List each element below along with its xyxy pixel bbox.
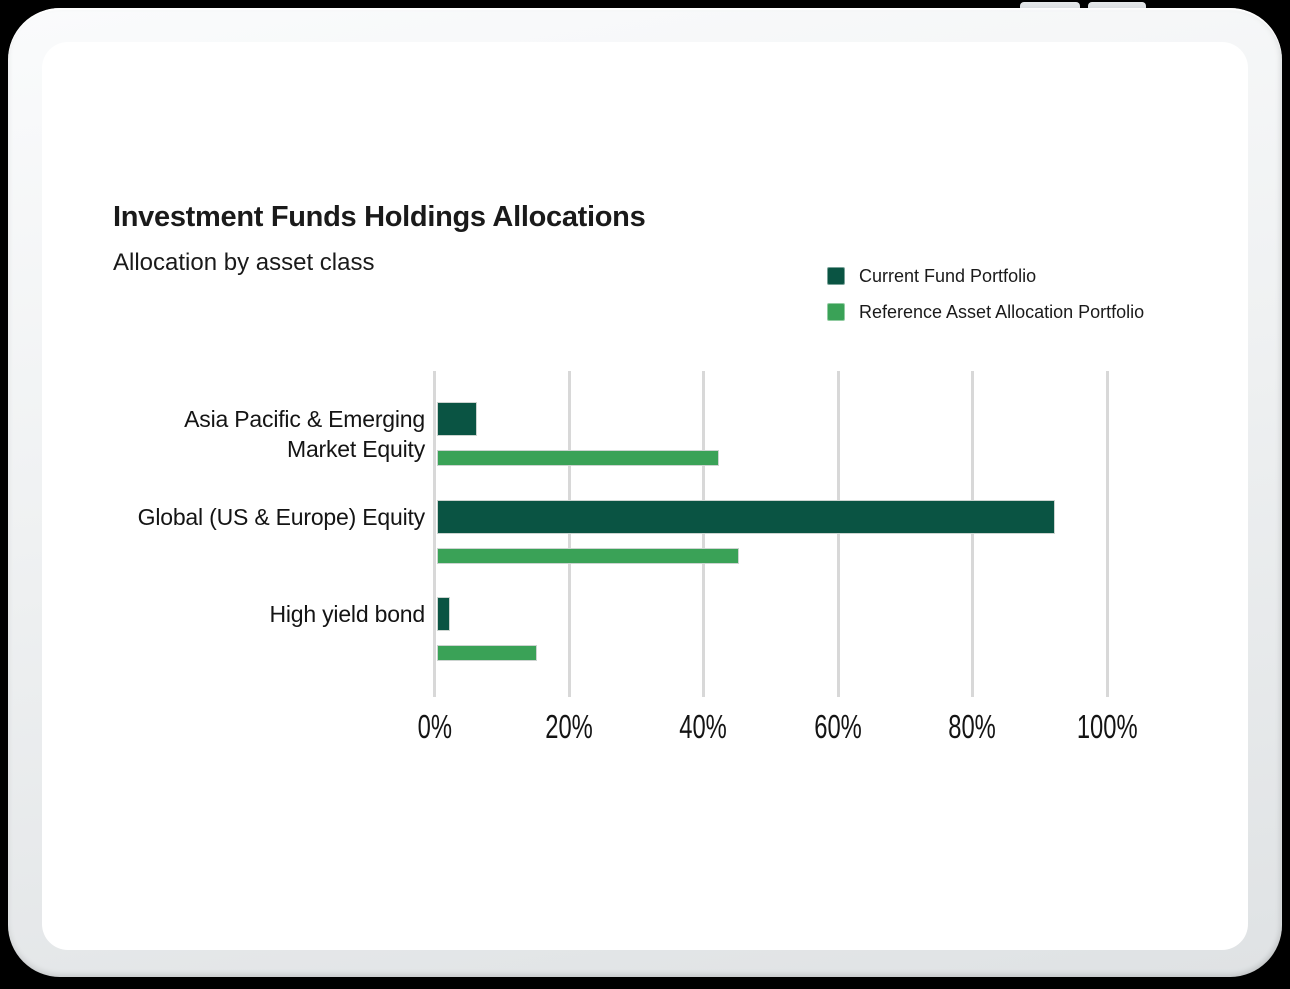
bar-reference-asset-allocation <box>436 548 740 564</box>
gridline <box>567 371 571 697</box>
chart-title: Investment Funds Holdings Allocations <box>113 201 646 233</box>
bar-chart-plot-area: 0% 20% 40% 60% 80% 100% Asia Pacific & Emergin… <box>42 42 1248 950</box>
tablet-screen: Investment Funds Holdings Allocations Al… <box>42 42 1248 950</box>
bar-current-fund-portfolio <box>436 402 477 436</box>
bar-reference-asset-allocation <box>436 450 719 466</box>
legend-label: Current Fund Portfolio <box>859 265 1037 286</box>
category-label: Global (US & Europe) Equity <box>65 502 426 532</box>
x-axis-tick-label: 0% <box>417 708 452 745</box>
gridline <box>971 371 974 697</box>
x-axis-tick-label: 40% <box>679 708 728 745</box>
category-label-line: Asia Pacific & Emerging <box>184 406 425 432</box>
x-axis-tick-label: 20% <box>545 708 593 745</box>
bar-reference-asset-allocation <box>436 645 538 661</box>
x-axis-tick-label: 80% <box>948 708 997 745</box>
legend-swatch-current-fund <box>827 267 845 285</box>
legend-item-current-fund: Current Fund Portfolio <box>827 264 1036 288</box>
legend-item-reference-allocation: Reference Asset Allocation Portfolio <box>827 300 1144 324</box>
category-label-line: Global (US & Europe) Equity <box>137 504 426 530</box>
legend-label: Reference Asset Allocation Portfolio <box>859 301 1145 322</box>
bar-current-fund-portfolio <box>436 597 450 631</box>
x-axis-tick-label: 60% <box>814 708 862 745</box>
category-label-line: High yield bond <box>269 601 425 627</box>
chart-subtitle: Allocation by asset class <box>113 249 375 276</box>
category-label-line: Market Equity <box>286 436 425 462</box>
tablet-frame: Investment Funds Holdings Allocations Al… <box>8 8 1282 977</box>
x-axis-tick-label: 100% <box>1076 708 1138 745</box>
category-label: High yield bond <box>65 599 425 629</box>
gridline <box>702 371 705 697</box>
gridline <box>1105 371 1109 697</box>
gridline <box>433 371 436 697</box>
bar-current-fund-portfolio <box>436 500 1056 534</box>
gridline <box>836 371 840 697</box>
category-label: Asia Pacific & Emerging Market Equity <box>65 404 425 464</box>
legend-swatch-reference-allocation <box>827 303 845 321</box>
